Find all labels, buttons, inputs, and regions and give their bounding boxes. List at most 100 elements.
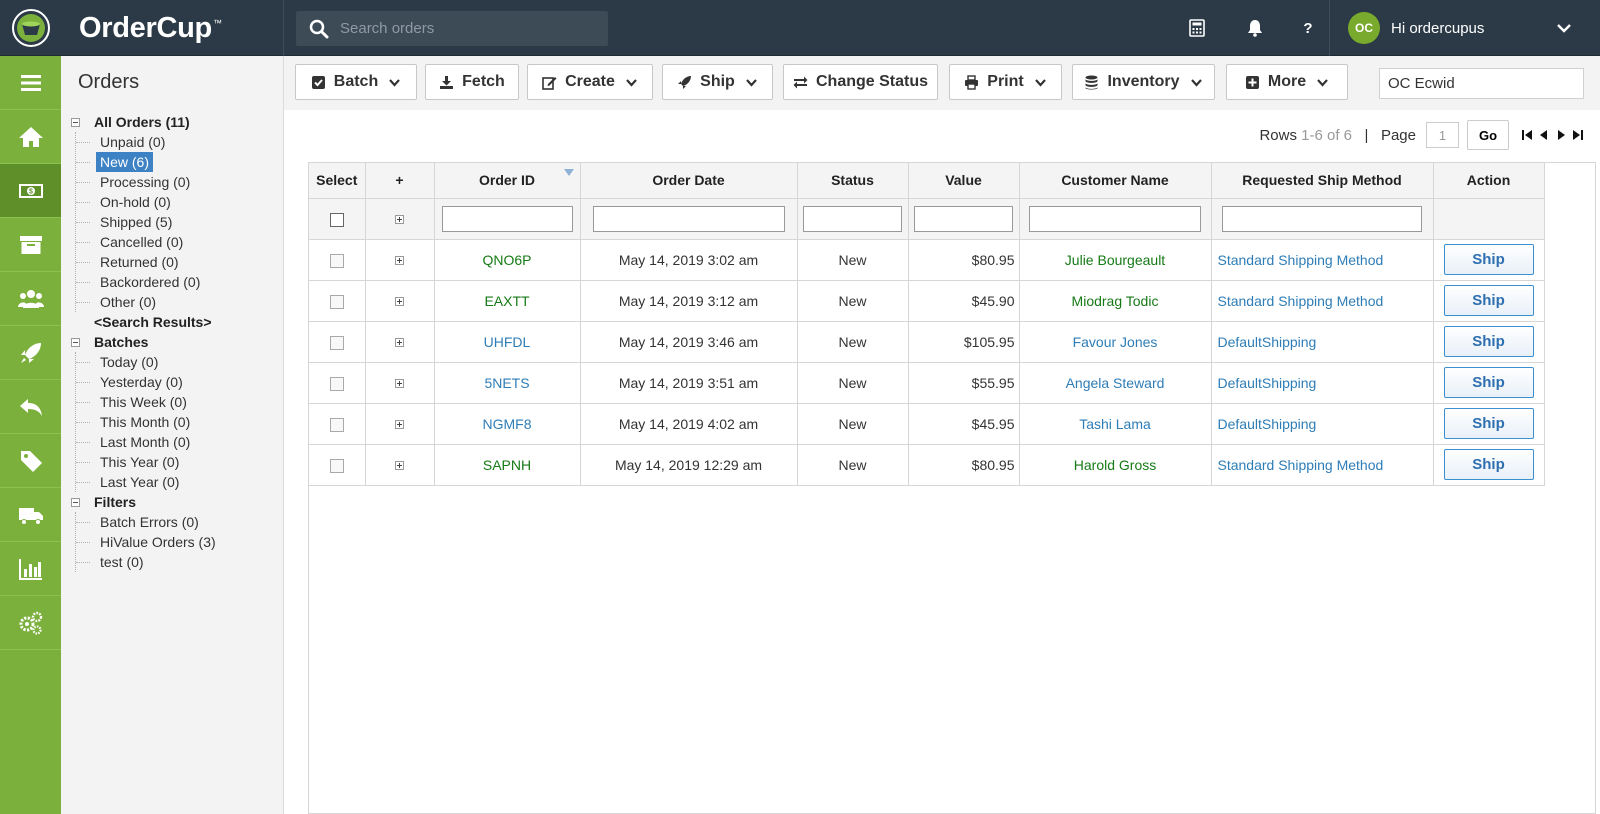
col-value[interactable]: Value [908, 163, 1020, 199]
search-bar[interactable] [296, 11, 608, 46]
collapse-icon[interactable] [71, 117, 80, 127]
tree-item-new[interactable]: New (6) [76, 152, 220, 172]
tree-item-yesterday[interactable]: Yesterday (0) [76, 372, 220, 392]
tree-node-filters[interactable]: Filters [71, 492, 220, 512]
calculator-button[interactable] [1183, 14, 1211, 42]
first-page-icon[interactable] [1521, 129, 1533, 141]
order-id-link[interactable]: QNO6P [434, 239, 581, 281]
change-status-button[interactable]: Change Status [783, 64, 938, 100]
tree-node-search-results[interactable]: <Search Results> [94, 314, 212, 330]
row-ship-button[interactable]: Ship [1443, 408, 1534, 439]
search-input[interactable] [340, 20, 590, 37]
nav-settings[interactable] [0, 596, 61, 650]
tree-item-batch-errors[interactable]: Batch Errors (0) [76, 512, 220, 532]
order-id-link[interactable]: UHFDL [434, 321, 581, 363]
col-order-id[interactable]: Order ID [434, 163, 581, 199]
filter-status-input[interactable] [803, 205, 902, 232]
batch-button[interactable]: Batch [295, 64, 417, 100]
nav-customers[interactable] [0, 272, 61, 326]
tree-item-cancelled[interactable]: Cancelled (0) [76, 232, 220, 252]
col-order-date[interactable]: Order Date [580, 163, 798, 199]
go-button[interactable]: Go [1467, 120, 1509, 150]
tree-item-shipped[interactable]: Shipped (5) [76, 212, 220, 232]
tree-item-unpaid[interactable]: Unpaid (0) [76, 132, 220, 152]
fetch-button[interactable]: Fetch [425, 64, 519, 100]
filter-value-input[interactable] [914, 205, 1013, 232]
ship-method-link[interactable]: DefaultShipping [1211, 321, 1434, 363]
expand-row-icon[interactable] [395, 461, 404, 471]
ship-method-link[interactable]: Standard Shipping Method [1211, 444, 1434, 486]
tree-item-returned[interactable]: Returned (0) [76, 252, 220, 272]
tree-item-processing[interactable]: Processing (0) [76, 172, 220, 192]
create-button[interactable]: Create [527, 64, 653, 100]
expand-all-icon[interactable] [395, 215, 404, 225]
customer-name-link[interactable]: Favour Jones [1019, 321, 1212, 363]
nav-delivery[interactable] [0, 488, 61, 542]
customer-name-link[interactable]: Harold Gross [1019, 444, 1212, 486]
store-selector-input[interactable] [1379, 68, 1584, 99]
tree-item-last-year[interactable]: Last Year (0) [76, 472, 220, 492]
tree-item-other[interactable]: Other (0) [76, 292, 220, 312]
ship-method-link[interactable]: Standard Shipping Method [1211, 280, 1434, 322]
tree-item-on-hold[interactable]: On-hold (0) [76, 192, 220, 212]
tree-node-batches[interactable]: Batches [71, 332, 220, 352]
customer-name-link[interactable]: Julie Bourgeault [1019, 239, 1212, 281]
filter-ship-method-input[interactable] [1222, 205, 1422, 232]
tree-item-last-month[interactable]: Last Month (0) [76, 432, 220, 452]
customer-name-link[interactable]: Tashi Lama [1019, 403, 1212, 445]
collapse-icon[interactable] [71, 497, 80, 507]
more-button[interactable]: More [1226, 64, 1348, 100]
row-ship-button[interactable]: Ship [1443, 367, 1534, 398]
last-page-icon[interactable] [1572, 129, 1584, 141]
order-id-link[interactable]: EAXTT [434, 280, 581, 322]
ship-button[interactable]: Ship [662, 64, 773, 100]
col-customer-name[interactable]: Customer Name [1019, 163, 1212, 199]
order-id-link[interactable]: SAPNH [434, 444, 581, 486]
nav-archive[interactable] [0, 218, 61, 272]
tree-item-this-month[interactable]: This Month (0) [76, 412, 220, 432]
ship-method-link[interactable]: DefaultShipping [1211, 403, 1434, 445]
customer-name-link[interactable]: Miodrag Todic [1019, 280, 1212, 322]
filter-customer-input[interactable] [1029, 205, 1201, 232]
filter-order-id-input[interactable] [441, 205, 573, 232]
row-ship-button[interactable]: Ship [1443, 449, 1534, 480]
nav-returns[interactable] [0, 380, 61, 434]
next-page-icon[interactable] [1555, 129, 1567, 141]
filter-order-date-input[interactable] [592, 205, 785, 232]
row-ship-button[interactable]: Ship [1443, 285, 1534, 316]
print-button[interactable]: Print [949, 64, 1062, 100]
order-id-link[interactable]: 5NETS [434, 362, 581, 404]
expand-row-icon[interactable] [395, 297, 404, 307]
expand-row-icon[interactable] [395, 420, 404, 430]
help-button[interactable]: ? [1294, 14, 1322, 42]
row-checkbox[interactable] [329, 253, 344, 268]
col-status[interactable]: Status [797, 163, 909, 199]
nav-products[interactable] [0, 434, 61, 488]
customer-name-link[interactable]: Angela Steward [1019, 362, 1212, 404]
notifications-button[interactable] [1241, 14, 1269, 42]
nav-orders[interactable]: $ [0, 164, 61, 218]
row-checkbox[interactable] [329, 417, 344, 432]
nav-reports[interactable] [0, 542, 61, 596]
row-checkbox[interactable] [329, 294, 344, 309]
tree-item-test[interactable]: test (0) [76, 552, 220, 572]
tree-item-this-year[interactable]: This Year (0) [76, 452, 220, 472]
row-ship-button[interactable]: Ship [1443, 244, 1534, 275]
select-all-checkbox[interactable] [329, 212, 344, 227]
expand-row-icon[interactable] [395, 338, 404, 348]
row-checkbox[interactable] [329, 458, 344, 473]
col-expand[interactable]: + [365, 163, 435, 199]
inventory-button[interactable]: Inventory [1072, 64, 1215, 100]
collapse-icon[interactable] [71, 337, 80, 347]
logo[interactable]: OrderCup™ [0, 0, 284, 56]
tree-item-backordered[interactable]: Backordered (0) [76, 272, 220, 292]
tree-item-hivalue-orders[interactable]: HiValue Orders (3) [76, 532, 220, 552]
row-checkbox[interactable] [329, 335, 344, 350]
tree-item-today[interactable]: Today (0) [76, 352, 220, 372]
order-id-link[interactable]: NGMF8 [434, 403, 581, 445]
nav-home[interactable] [0, 110, 61, 164]
col-ship-method[interactable]: Requested Ship Method [1211, 163, 1434, 199]
row-ship-button[interactable]: Ship [1443, 326, 1534, 357]
user-menu[interactable]: OC Hi ordercupus [1329, 0, 1600, 56]
prev-page-icon[interactable] [1538, 129, 1550, 141]
